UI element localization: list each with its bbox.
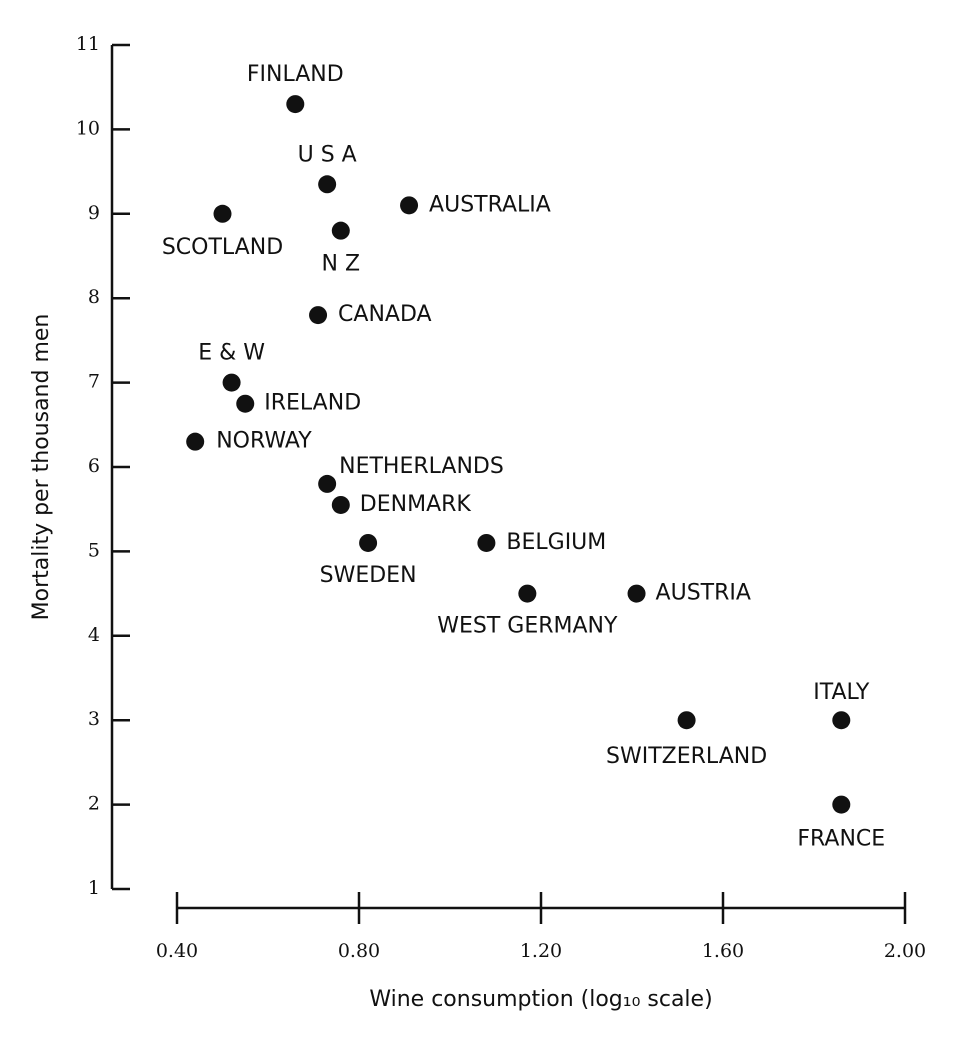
point-label: AUSTRALIA (429, 192, 551, 217)
point (186, 432, 205, 451)
y-tick-label: 10 (76, 117, 100, 139)
point (477, 533, 496, 552)
y-tick-label: 5 (88, 539, 100, 561)
point-label: WEST GERMANY (437, 614, 618, 639)
point (286, 95, 305, 114)
point-label: ITALY (813, 680, 870, 705)
y-tick-label: 4 (88, 624, 100, 646)
y-tick-label: 2 (88, 793, 100, 815)
point (213, 204, 232, 223)
point (318, 474, 337, 493)
point-label: AUSTRIA (656, 581, 751, 606)
y-tick-label: 3 (88, 708, 100, 730)
point-label: NORWAY (216, 429, 312, 454)
point-label: E & W (198, 341, 265, 366)
point (318, 175, 337, 194)
y-tick-label: 6 (88, 455, 100, 477)
point-label: FINLAND (247, 62, 344, 87)
point-label: FRANCE (797, 827, 885, 852)
point-label: NETHERLANDS (339, 454, 504, 479)
x-axis-label: Wine consumption (log₁₀ scale) (369, 987, 712, 1012)
y-tick-label: 7 (88, 371, 100, 393)
point (222, 373, 241, 392)
x-tick-label: 1.20 (520, 940, 562, 962)
y-axis-label: Mortality per thousand men (29, 314, 54, 621)
point (236, 394, 255, 413)
y-tick-label: 1 (88, 877, 100, 899)
point (331, 495, 350, 514)
point (627, 584, 646, 603)
x-tick-label: 1.60 (702, 940, 744, 962)
point (518, 584, 537, 603)
y-tick-label: 9 (88, 202, 100, 224)
x-tick-label: 0.40 (156, 940, 198, 962)
point-label: DENMARK (360, 492, 472, 517)
point-label: BELGIUM (506, 530, 606, 555)
point (359, 533, 378, 552)
point (331, 221, 350, 240)
y-tick-label: 11 (76, 33, 100, 55)
point (400, 196, 419, 215)
point-label: SCOTLAND (162, 235, 283, 260)
y-tick-label: 8 (88, 286, 100, 308)
point (309, 306, 328, 325)
point-label: SWITZERLAND (606, 744, 767, 769)
point-label: IRELAND (264, 391, 361, 416)
point (677, 711, 696, 730)
point (832, 795, 851, 814)
point-label: N Z (322, 252, 361, 277)
point-label: U S A (298, 142, 357, 167)
x-tick-label: 0.80 (338, 940, 380, 962)
point-label: CANADA (338, 302, 432, 327)
point (832, 711, 851, 730)
point-label: SWEDEN (320, 563, 417, 588)
x-tick-label: 2.00 (884, 940, 926, 962)
